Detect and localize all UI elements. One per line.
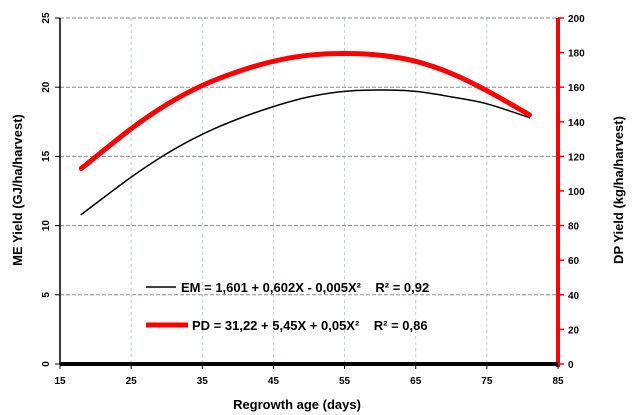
x-axis-title: Regrowth age (days) [233,397,361,412]
grid-lines [60,17,558,364]
legend-label-pd: PD = 31,22 + 5,45X + 0,05X² R² = 0,86 [192,318,428,333]
x-tick-label: 65 [410,376,422,387]
series-line-pd [78,51,532,171]
y2-tick-label: 160 [568,83,585,94]
y2-axis-title: DP Yield (kg/ha/harvest) [611,116,626,264]
y-tick-label: 10 [41,220,52,232]
x-tick-label: 25 [126,376,138,387]
y2-tick-label: 60 [568,256,580,267]
series-layer [78,51,532,216]
y2-tick-label: 180 [568,49,585,60]
legend: EM = 1,601 + 0,602X - 0,005X² R² = 0,92 … [146,280,429,333]
x-tick-label: 15 [54,376,66,387]
y2-tick-label: 40 [568,291,580,302]
y2-tick-label: 140 [568,118,585,129]
legend-label-em: EM = 1,601 + 0,602X - 0,005X² R² = 0,92 [181,280,429,295]
y-tick-label: 25 [41,12,52,24]
y2-tick-label: 80 [568,222,580,233]
y2-tick-label: 100 [568,187,585,198]
y2-tick-label: 120 [568,152,585,163]
x-tick-label: 45 [268,376,280,387]
x-tick-label: 75 [481,376,493,387]
y2-tick-label: 20 [568,325,580,336]
y-tick-label: 15 [41,150,52,162]
x-tick-label: 85 [552,376,564,387]
y2-tick-label: 0 [568,360,574,371]
y-tick-label: 20 [41,81,52,93]
tick-labels: 15 25 35 45 55 65 75 85 0 5 10 15 20 25 0 20 40 60 80 100 12… [41,12,585,387]
x-tick-label: 55 [339,376,351,387]
y2-tick-label: 200 [568,14,585,25]
y-tick-label: 0 [41,361,52,367]
y-axis-title: ME Yield (GJ/ha/harvest) [10,114,25,266]
y-tick-label: 5 [41,292,52,298]
axes [55,17,564,369]
x-tick-label: 35 [197,376,209,387]
series-line-em [80,89,531,216]
